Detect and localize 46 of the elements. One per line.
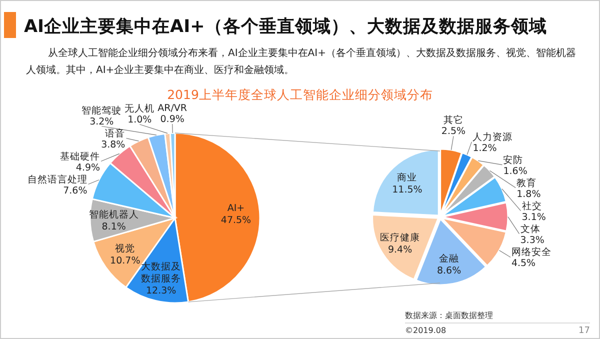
data-label: 10.7%	[110, 256, 140, 267]
data-label: 7.6%	[63, 185, 88, 196]
data-label: 47.5%	[220, 215, 252, 226]
data-label: 1.2%	[472, 142, 497, 154]
data-label: 3.2%	[90, 116, 114, 128]
slice-label: 网络安全	[511, 246, 552, 258]
slice-label: AI+	[227, 203, 245, 214]
slice-label: 社交	[522, 200, 542, 212]
data-label: 12.3%	[146, 286, 176, 297]
text: 从全球人工智能企业细分领域分布来看，AI企业主要集中在AI+（各个垂直领域）、大数据及数据服务、视觉、智能机器人领域。其中，AI+企业主要集中在商业、医疗和金融领域。	[26, 47, 576, 76]
data-label: 9.4%	[388, 244, 412, 256]
data-label: 3.1%	[522, 212, 546, 223]
data-label: 11.5%	[392, 184, 422, 196]
data-label: 3.3%	[520, 234, 544, 246]
slice-label: 教育	[516, 176, 537, 189]
text: ©2019.08	[405, 326, 446, 335]
data-label: 3.8%	[101, 139, 126, 150]
data-label: 8.6%	[436, 266, 462, 277]
slice-label: 智能机器人	[88, 208, 139, 221]
data-label: 1.0%	[128, 114, 152, 126]
slice-label: 语音	[105, 127, 126, 140]
slice-label: 商业	[397, 172, 418, 184]
data-label: 1.8%	[516, 188, 541, 200]
text: 17	[578, 326, 590, 336]
slice-label: 其它	[443, 114, 464, 126]
slice-label: AR/VR	[158, 103, 188, 114]
data-label: 4.9%	[76, 162, 100, 174]
slice-label: 无人机	[124, 102, 155, 114]
text: AI企业主要集中在AI+（各个垂直领域）、大数据及数据服务领域	[24, 16, 547, 37]
slice-label: 视觉	[115, 242, 136, 255]
slice-label: 自然语言处理	[27, 173, 88, 186]
slice-label: 人力资源	[472, 130, 513, 143]
slice-label: 安防	[503, 154, 524, 166]
data-label: 4.5%	[511, 258, 536, 270]
data-label: 8.1%	[102, 222, 126, 233]
slice-label: 金融	[439, 252, 460, 265]
source-note: 数据来源：桌面数据整理	[405, 311, 493, 320]
slice-label: 大数据及数据服务	[141, 260, 182, 285]
data-label: 2.5%	[441, 126, 466, 138]
data-label: 0.9%	[160, 114, 184, 126]
slice-label: 基础硬件	[60, 150, 100, 162]
slice-label: 智能驾驶	[82, 104, 122, 116]
slice-label: 文体	[520, 222, 540, 235]
slice-label: 医疗健康	[380, 232, 420, 244]
text: 2019上半年度全球人工智能企业细分领域分布	[167, 87, 433, 102]
data-label: 1.6%	[503, 166, 528, 177]
